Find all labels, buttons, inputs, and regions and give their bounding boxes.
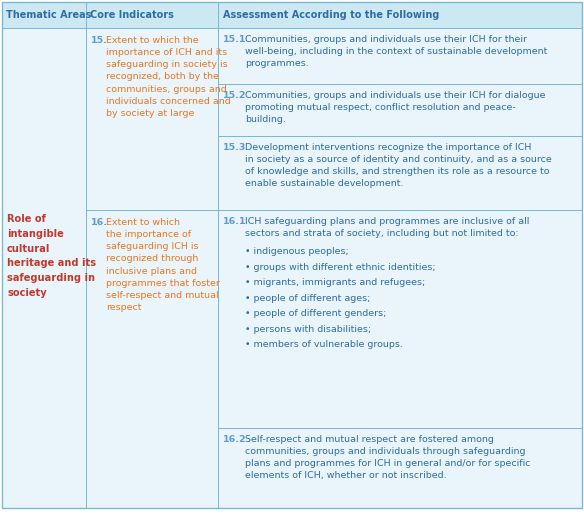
Text: Development interventions recognize the importance of ICH
in society as a source: Development interventions recognize the … — [245, 143, 552, 189]
Text: 16.2: 16.2 — [223, 435, 246, 444]
Bar — [2, 28, 86, 508]
Text: 15.: 15. — [91, 36, 108, 45]
Text: • indigenous peoples;: • indigenous peoples; — [245, 247, 349, 256]
Text: Thematic Areas: Thematic Areas — [6, 10, 91, 20]
Text: 15.2: 15.2 — [223, 91, 246, 100]
Bar — [218, 28, 582, 84]
Text: • people of different ages;: • people of different ages; — [245, 294, 370, 303]
Text: Extent to which the
importance of ICH and its
safeguarding in society is
recogni: Extent to which the importance of ICH an… — [106, 36, 231, 118]
Text: • groups with different ethnic identities;: • groups with different ethnic identitie… — [245, 263, 436, 272]
Text: Communities, groups and individuals use their ICH for their
well-being, includin: Communities, groups and individuals use … — [245, 35, 547, 68]
Text: Extent to which
the importance of
safeguarding ICH is
recognized through
inclusi: Extent to which the importance of safegu… — [106, 218, 220, 312]
Text: Core Indicators: Core Indicators — [90, 10, 174, 20]
Bar — [218, 428, 582, 508]
Bar — [218, 136, 582, 210]
Text: • persons with disabilities;: • persons with disabilities; — [245, 325, 371, 334]
Text: ICH safeguarding plans and programmes are inclusive of all
sectors and strata of: ICH safeguarding plans and programmes ar… — [245, 217, 529, 238]
Bar — [86, 2, 218, 28]
Bar — [218, 210, 582, 428]
Text: 15.1: 15.1 — [223, 35, 246, 44]
Bar — [218, 2, 582, 28]
Text: 16.: 16. — [91, 218, 108, 227]
Bar — [86, 2, 218, 28]
Bar — [86, 210, 218, 508]
Bar — [86, 28, 218, 210]
Text: • members of vulnerable groups.: • members of vulnerable groups. — [245, 340, 403, 349]
Text: Role of
intangible
cultural
heritage and its
safeguarding in
society: Role of intangible cultural heritage and… — [7, 214, 96, 298]
Bar — [2, 2, 86, 28]
Text: 15.3: 15.3 — [223, 143, 246, 152]
Bar — [2, 2, 86, 28]
Text: • migrants, immigrants and refugees;: • migrants, immigrants and refugees; — [245, 278, 425, 287]
Text: Self-respect and mutual respect are fostered among
communities, groups and indiv: Self-respect and mutual respect are fost… — [245, 435, 530, 481]
Text: 16.1: 16.1 — [223, 217, 246, 226]
Text: Communities, groups and individuals use their ICH for dialogue
promoting mutual : Communities, groups and individuals use … — [245, 91, 545, 125]
Bar — [218, 2, 582, 28]
Text: • people of different genders;: • people of different genders; — [245, 309, 387, 318]
Text: Assessment According to the Following: Assessment According to the Following — [223, 10, 439, 20]
Bar — [218, 84, 582, 136]
